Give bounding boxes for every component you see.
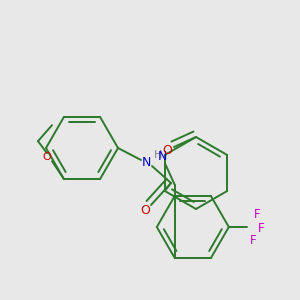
Text: O: O [43,152,51,162]
Text: F: F [257,223,264,236]
Text: O: O [162,145,172,158]
Text: F: F [250,235,256,248]
Text: N: N [141,157,151,169]
Text: F: F [254,208,260,221]
Text: H: H [154,150,162,160]
Text: N: N [158,151,167,164]
Text: O: O [140,205,150,218]
